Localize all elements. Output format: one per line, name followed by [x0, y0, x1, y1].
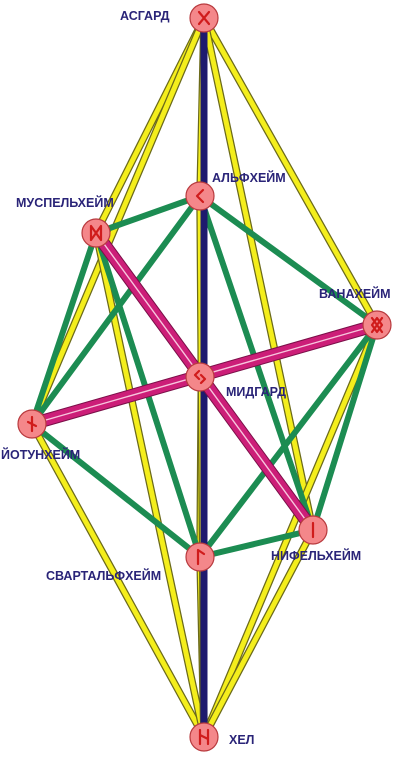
label-asgard: АСГАРД: [120, 9, 170, 23]
rune-laguz-icon: [196, 548, 206, 566]
rune-hagalaz-icon: [198, 728, 210, 746]
green-edge-alfheim-muspelheim: [93, 193, 203, 236]
world-nodes: [17, 3, 392, 752]
rune-jera-icon: [193, 369, 207, 385]
rune-gebo-icon: [197, 10, 211, 26]
green-edge-alfheim-jotunheim: [29, 193, 203, 427]
yellow-edge-asgard-niflheim: [201, 15, 316, 533]
node-midgard: [185, 362, 215, 392]
label-alfheim: АЛЬФХЕЙМ: [212, 170, 286, 185]
green-edge-svartalfheim-niflheim: [197, 527, 316, 560]
green-edge-vanaheim-niflheim: [310, 322, 380, 533]
green-edge-alfheim-vanaheim: [197, 193, 380, 328]
green-edge-muspelheim-jotunheim: [29, 230, 99, 427]
label-hel: ХЕЛ: [229, 733, 254, 747]
label-midgard: МИДГАРД: [226, 385, 286, 399]
rune-kenaz-icon: [195, 188, 205, 204]
node-asgard: [189, 3, 219, 33]
node-svartalfheim: [185, 542, 215, 572]
node-circle-midgard: [185, 362, 215, 392]
node-vanaheim: [362, 310, 392, 340]
yellow-edge-hel-jotunheim: [29, 421, 207, 740]
green-edges: [29, 193, 380, 560]
label-jotunheim: ЙОТУНХЕЙМ: [1, 447, 80, 462]
label-muspelheim: МУСПЕЛЬХЕЙМ: [16, 195, 114, 210]
rune-dagaz-icon: [89, 224, 103, 242]
node-circle-svartalfheim: [185, 542, 215, 572]
label-niflheim: НИФЕЛЬХЕЙМ: [271, 548, 361, 563]
rune-nauthiz-icon: [26, 415, 38, 433]
node-muspelheim: [81, 218, 111, 248]
label-svartalfheim: СВАРТАЛЬФХЕЙМ: [46, 568, 161, 583]
node-jotunheim: [17, 409, 47, 439]
yellow-edge-asgard-vanaheim: [201, 15, 380, 328]
green-edge-vanaheim-svartalfheim: [197, 322, 380, 560]
yellow-edge-hel-vanaheim: [201, 322, 380, 740]
node-alfheim: [185, 181, 215, 211]
world-labels: АСГАРД АЛЬФХЕЙМ МУСПЕЛЬХЕЙМ ВАНАХЕЙМ МИД…: [1, 9, 391, 747]
node-hel: [189, 722, 219, 752]
yellow-edge-asgard-jotunheim: [29, 15, 207, 427]
yellow-edge-hel-niflheim: [201, 527, 316, 740]
rune-ingwaz-icon: [370, 316, 384, 334]
green-edge-jotunheim-svartalfheim: [29, 421, 203, 560]
label-vanaheim: ВАНАХЕЙМ: [319, 286, 391, 301]
node-niflheim: [298, 515, 328, 545]
node-circle-alfheim: [185, 181, 215, 211]
